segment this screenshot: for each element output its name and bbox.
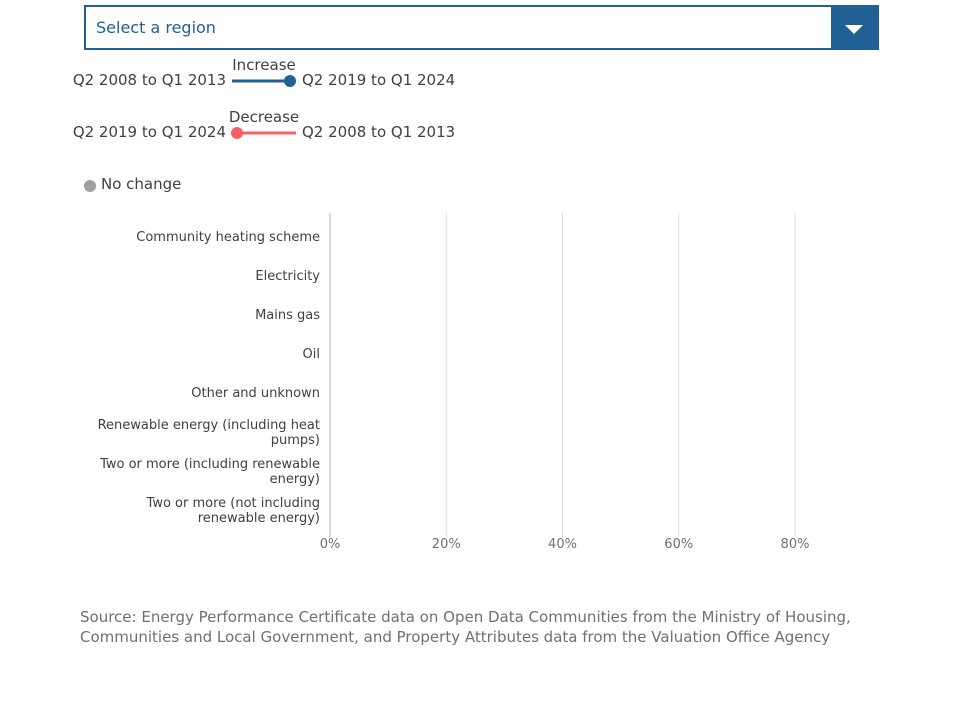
legend-from: Q2 2019 to Q1 2024	[72, 123, 226, 141]
y-tick-label: Two or more (including renewable energy)	[100, 456, 320, 487]
y-tick-label: Community heating scheme	[136, 230, 320, 245]
dropdown-placeholder: Select a region	[96, 18, 216, 37]
y-tick-label: Electricity	[255, 269, 320, 284]
dropdown-arrow	[845, 25, 863, 34]
legend-dot	[231, 127, 243, 139]
legend-label: Decrease	[228, 108, 300, 126]
x-tick-label: 20%	[431, 537, 461, 552]
x-tick-label: 0%	[319, 537, 341, 552]
legend-dot	[284, 75, 296, 87]
y-tick-label: Two or more (not including renewable ene…	[146, 495, 320, 526]
y-tick-label: Other and unknown	[191, 386, 320, 401]
x-tick-label: 60%	[664, 537, 694, 552]
y-tick-label: Mains gas	[255, 308, 320, 323]
legend-label: No change	[101, 175, 182, 193]
y-tick-label: Renewable energy (including heat pumps)	[97, 417, 320, 448]
legend-label: Increase	[232, 56, 296, 74]
legend-from: Q2 2008 to Q1 2013	[72, 71, 226, 89]
legend-to: Q2 2019 to Q1 2024	[302, 71, 456, 89]
y-tick-label: Oil	[302, 347, 320, 362]
legend-to: Q2 2008 to Q1 2013	[302, 123, 456, 141]
legend-dot	[84, 180, 96, 192]
region-dropdown[interactable]: Select a region	[84, 5, 879, 50]
dropdown-button[interactable]	[831, 7, 877, 48]
source-note: Source: Energy Performance Certificate d…	[80, 608, 851, 646]
x-tick-label: 80%	[780, 537, 810, 552]
x-tick-label: 40%	[548, 537, 577, 552]
